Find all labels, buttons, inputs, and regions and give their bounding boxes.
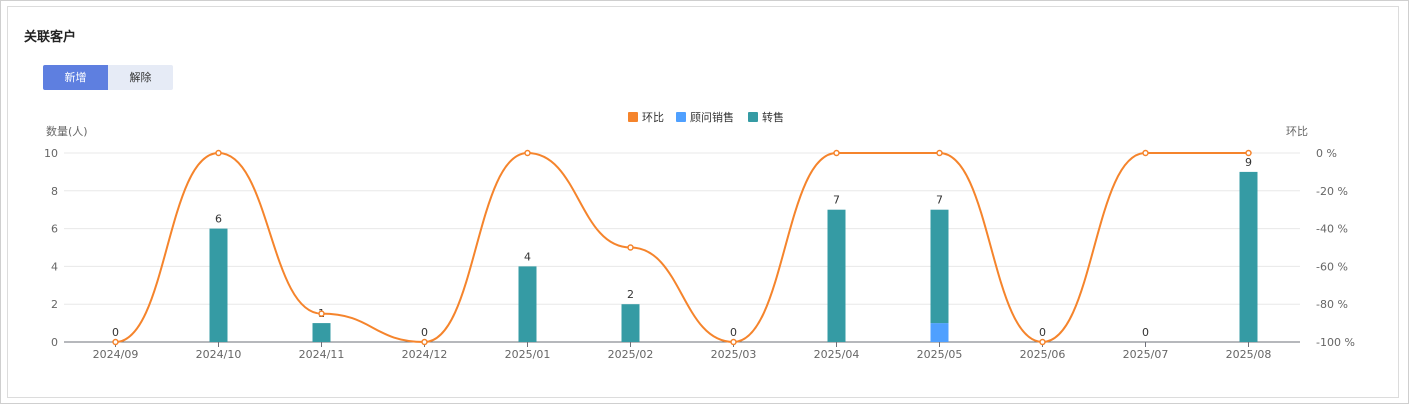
customer-chart: 0 2 4 6 8 10 -100 % -80 % -60 % -40 % -20 % 0 % 数量(人…	[44, 110, 1355, 361]
bar-total-label: 0	[1039, 326, 1046, 339]
x-tick-label: 2025/01	[505, 348, 551, 361]
y-left-tick-label: 6	[51, 223, 58, 236]
tab-add[interactable]: 新增	[43, 65, 108, 90]
bar-total-label: 0	[730, 326, 737, 339]
mom-point	[730, 338, 737, 346]
y-right-tick-label: -80 %	[1316, 298, 1348, 311]
y-left-tick-label: 4	[51, 260, 58, 273]
mom-line	[115, 151, 1249, 344]
bar-转售	[518, 266, 537, 342]
mom-point	[112, 338, 119, 346]
x-tick-label: 2025/05	[917, 348, 963, 361]
y-left-axis-title: 数量(人)	[46, 125, 88, 138]
y-right-tick-label: -100 %	[1316, 336, 1355, 349]
x-tick-label: 2025/02	[608, 348, 654, 361]
related-customers-card: 关联客户 新增 解除 0 2 4 6 8 10 -100 % -80 % -60 % -40 % -…	[7, 6, 1399, 398]
mom-point	[1245, 149, 1252, 157]
x-tick-label: 2025/08	[1226, 348, 1272, 361]
bar-转售	[1239, 171, 1258, 342]
x-tick-label: 2025/03	[711, 348, 757, 361]
bar-转售	[312, 323, 331, 342]
mom-point	[936, 149, 943, 157]
x-tick-label: 2025/04	[814, 348, 860, 361]
mom-point	[215, 149, 222, 157]
x-tick-label: 2025/06	[1020, 348, 1066, 361]
tab-group: 新增 解除	[43, 65, 173, 90]
legend-swatch-转售	[748, 112, 758, 122]
y-left-tick-label: 8	[51, 185, 58, 198]
x-tick-label: 2024/12	[402, 348, 448, 361]
x-tick-label: 2024/11	[299, 348, 345, 361]
x-tick-label: 2025/07	[1123, 348, 1169, 361]
tab-remove[interactable]: 解除	[108, 65, 173, 90]
mom-point	[421, 338, 428, 346]
y-left-tick-label: 10	[44, 147, 58, 160]
mom-point	[1142, 149, 1149, 157]
y-right-tick-label: -20 %	[1316, 185, 1348, 198]
bar-total-label: 9	[1245, 156, 1252, 169]
bar-total-label: 0	[112, 326, 119, 339]
y-right-tick-label: 0 %	[1316, 147, 1337, 160]
legend-label-转售: 转售	[762, 110, 784, 124]
bar-total-label: 0	[421, 326, 428, 339]
mom-point	[1039, 338, 1046, 346]
mom-point	[833, 149, 840, 157]
x-tick-label: 2024/10	[196, 348, 242, 361]
bar-转售	[827, 209, 846, 342]
bar-total-label: 7	[833, 194, 840, 207]
bar-total-label: 6	[215, 213, 222, 226]
bar-转售	[930, 209, 949, 324]
x-tick-label: 2024/09	[93, 348, 139, 361]
bar-顾问销售	[930, 323, 949, 342]
y-right-axis-title: 环比	[1286, 125, 1308, 138]
bar-转售	[621, 304, 640, 342]
bar-total-label: 4	[524, 250, 531, 263]
mom-point	[318, 310, 325, 317]
y-right-tick-label: -40 %	[1316, 223, 1348, 236]
mom-point	[524, 149, 531, 157]
legend-label-环比: 环比	[642, 111, 664, 124]
bar-total-label: 7	[936, 194, 943, 207]
legend-swatch-环比	[628, 112, 638, 122]
mom-point	[627, 244, 634, 251]
y-left-tick-label: 2	[51, 298, 58, 311]
y-right-tick-label: -60 %	[1316, 260, 1348, 273]
legend-swatch-顾问销售	[676, 112, 686, 122]
y-left-tick-label: 0	[51, 336, 58, 349]
bar-转售	[209, 228, 228, 342]
bar-total-label: 0	[1142, 326, 1149, 339]
legend-label-顾问销售: 顾问销售	[690, 110, 734, 124]
card-title: 关联客户	[24, 30, 77, 45]
bar-total-label: 2	[627, 288, 634, 301]
